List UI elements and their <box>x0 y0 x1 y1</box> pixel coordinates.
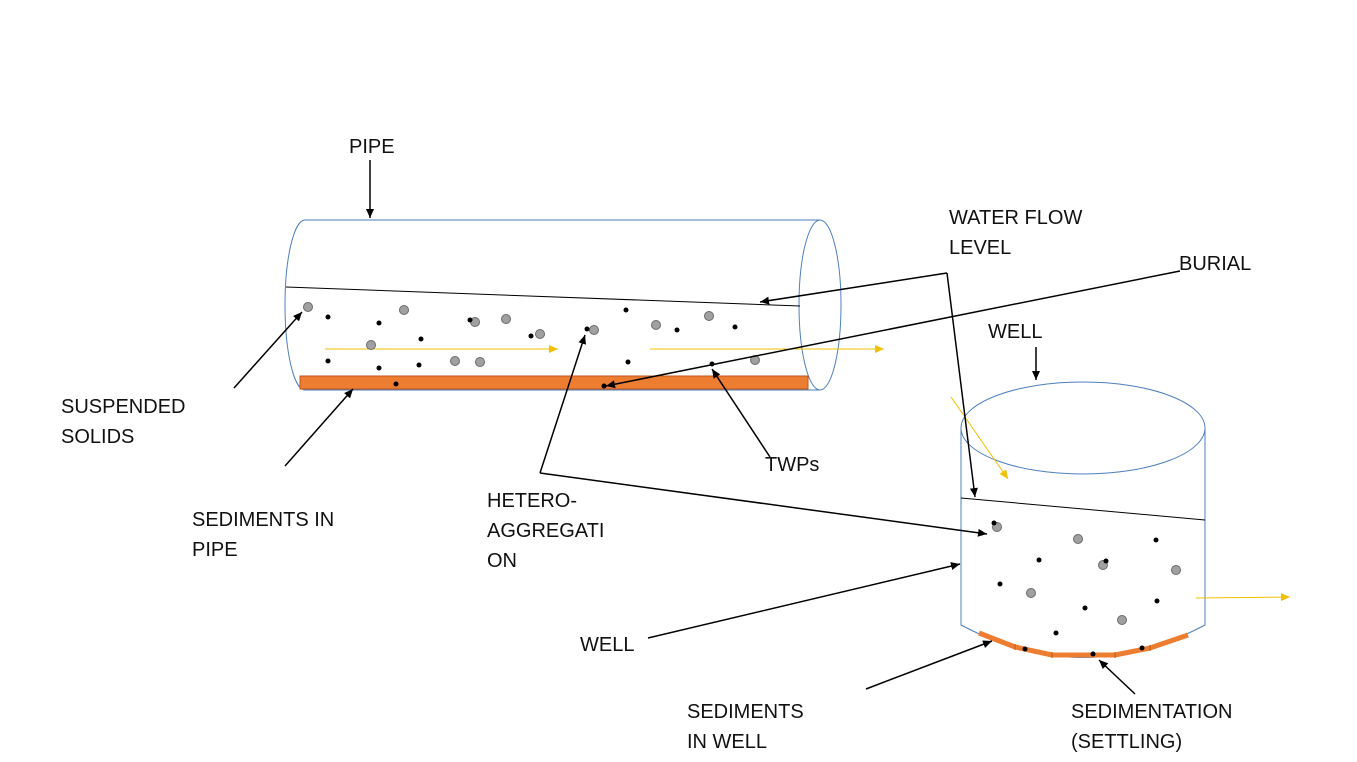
twp-particle <box>416 362 422 368</box>
burial-pointer <box>605 270 1181 389</box>
twp-particle <box>1036 557 1042 563</box>
hetero-aggregation-pointer-pipe <box>539 334 587 474</box>
well-side-pointer <box>647 562 961 639</box>
twp-particle <box>467 317 473 323</box>
twp-particle <box>1153 537 1159 543</box>
twp-particle <box>1154 598 1160 604</box>
label-well-top: WELL <box>988 321 1043 343</box>
well-sediment-layer <box>978 630 1189 658</box>
pipe <box>284 219 884 391</box>
pipe-suspended-solids <box>303 302 760 367</box>
label-hetero-aggregation-line2: AGGREGATI <box>487 520 605 542</box>
twp-particle <box>393 381 399 387</box>
pipe-body <box>284 219 820 391</box>
twp-particle <box>584 326 590 332</box>
well-inflow-arrow <box>950 396 1009 480</box>
label-hetero-aggregation-line1: HETERO- <box>487 490 577 512</box>
suspended-solids-pointer <box>233 311 303 389</box>
suspended-solid <box>1026 588 1036 598</box>
label-suspended-solids: SUSPENDED SOLIDS <box>61 392 185 452</box>
suspended-solid <box>1073 534 1083 544</box>
label-pipe: PIPE <box>349 136 395 158</box>
suspended-solid <box>704 311 714 321</box>
pipe-end-opening <box>798 219 842 391</box>
twp-particle <box>991 520 997 526</box>
twp-particle <box>1090 651 1096 657</box>
suspended-solid <box>366 340 376 350</box>
label-sedimentation-line1: SEDIMENTATION <box>1071 701 1233 723</box>
twp-particle <box>1053 630 1059 636</box>
label-water-flow-level-line1: WATER FLOW <box>949 207 1083 229</box>
label-hetero-aggregation-line3: ON <box>487 550 517 572</box>
well-twp-particles <box>991 520 1160 657</box>
label-twps: TWPs <box>765 454 820 476</box>
twp-particle <box>325 358 331 364</box>
suspended-solid <box>399 305 409 315</box>
label-sediments-in-well: SEDIMENTS IN WELL <box>687 697 804 757</box>
sediments-in-pipe-pointer <box>284 388 354 467</box>
well-water-level-line <box>960 497 1206 521</box>
twp-particle <box>376 320 382 326</box>
label-well-side: WELL <box>580 634 635 656</box>
suspended-solid <box>589 325 599 335</box>
label-water-flow-level-line2: LEVEL <box>949 237 1012 259</box>
well-sediment-segment-edges <box>1014 644 1151 658</box>
twp-particle <box>623 307 629 313</box>
suspended-solid <box>1117 615 1127 625</box>
suspended-solid <box>501 314 511 324</box>
twp-particle <box>325 314 331 320</box>
label-sediments-in-well-line2: IN WELL <box>687 731 768 753</box>
well-suspended-solids <box>992 522 1181 625</box>
suspended-solid <box>450 356 460 366</box>
well-outflow-arrow <box>1195 593 1291 602</box>
sedimentation-pointer <box>1098 659 1136 695</box>
well-top-opening <box>960 381 1206 475</box>
twp-particle <box>418 336 424 342</box>
twp-particle <box>376 365 382 371</box>
label-hetero-aggregation: HETERO- AGGREGATI ON <box>487 486 604 576</box>
suspended-solid <box>651 320 661 330</box>
label-sediments-in-well-line1: SEDIMENTS <box>687 701 804 723</box>
sediments-in-well-pointer <box>865 640 993 690</box>
pipe-water-level-line <box>285 286 801 307</box>
well <box>950 381 1291 658</box>
label-suspended-solids-line2: SOLIDS <box>61 426 135 448</box>
twp-particle <box>997 581 1003 587</box>
twps-pointer <box>711 368 771 458</box>
water-flow-level-pointer-well <box>946 272 978 498</box>
label-sedimentation-line2: (SETTLING) <box>1071 731 1183 753</box>
suspended-solid <box>1171 565 1181 575</box>
label-water-flow-level: WATER FLOW LEVEL <box>949 203 1082 263</box>
label-burial: BURIAL <box>1179 253 1252 275</box>
twp-particle <box>528 333 534 339</box>
well-body <box>960 428 1206 658</box>
label-sediments-in-pipe: SEDIMENTS IN PIPE <box>192 505 334 565</box>
twp-particle <box>1139 645 1145 651</box>
twp-particle <box>601 383 607 389</box>
pointer-arrows <box>233 160 1181 695</box>
twp-particle <box>1103 558 1109 564</box>
suspended-solid <box>475 357 485 367</box>
label-sedimentation: SEDIMENTATION (SETTLING) <box>1071 697 1232 757</box>
water-flow-level-pointer <box>759 272 948 305</box>
label-suspended-solids-line1: SUSPENDED <box>61 396 186 418</box>
twp-particle <box>1022 646 1028 652</box>
label-sediments-in-pipe-line1: SEDIMENTS IN <box>192 509 335 531</box>
suspended-solid <box>303 302 313 312</box>
pipe-sediment-layer <box>299 375 809 390</box>
label-sediments-in-pipe-line2: PIPE <box>192 539 238 561</box>
twp-particle <box>1082 605 1088 611</box>
twp-particle <box>732 324 738 330</box>
suspended-solid <box>535 329 545 339</box>
twp-particle <box>625 359 631 365</box>
hetero-aggregation-pointer-well <box>539 472 988 537</box>
twp-particle <box>674 327 680 333</box>
